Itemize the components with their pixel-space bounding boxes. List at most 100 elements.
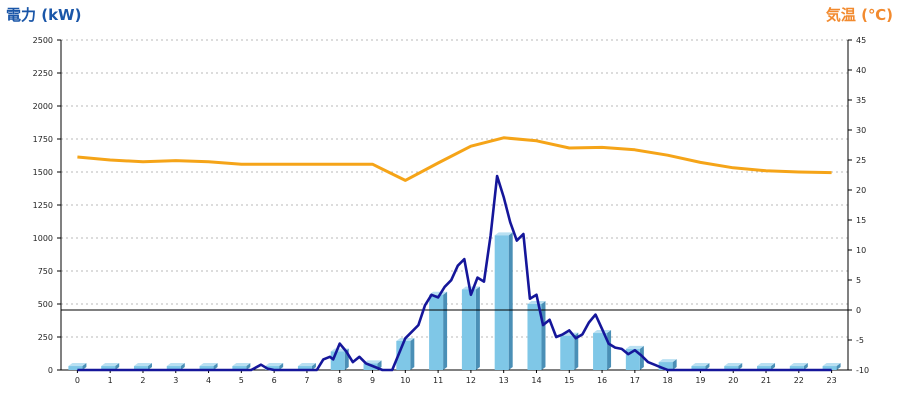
bar-top	[724, 363, 743, 367]
bar-top	[658, 359, 677, 363]
x-tick-label: 22	[794, 376, 804, 385]
bar-top	[789, 363, 808, 367]
bar	[593, 333, 608, 370]
x-tick-label: 15	[564, 376, 574, 385]
x-tick-label: 13	[499, 376, 509, 385]
y-tick-label-right: -5	[856, 336, 864, 345]
y-tick-label-left: 750	[38, 267, 53, 276]
bar	[461, 289, 476, 370]
y-tick-label-left: 1500	[33, 168, 53, 177]
y-tick-label-right: 15	[856, 216, 866, 225]
y-tick-label-right: 30	[856, 126, 866, 135]
x-tick-label: 5	[239, 376, 244, 385]
bar	[789, 366, 804, 370]
bar	[68, 366, 83, 370]
bar-side	[574, 332, 579, 370]
bar-side	[639, 345, 644, 370]
bar-side	[279, 363, 284, 370]
bar-side	[475, 286, 480, 370]
bar-top	[101, 363, 120, 367]
x-tick-label: 6	[272, 376, 277, 385]
bar-side	[410, 337, 415, 370]
bar	[691, 366, 706, 370]
bar	[429, 294, 444, 370]
x-tick-label: 10	[400, 376, 410, 385]
x-tick-label: 23	[827, 376, 837, 385]
bar-top	[625, 345, 644, 349]
y-tick-label-left: 2250	[33, 69, 53, 78]
bar	[560, 335, 575, 370]
y-tick-label-left: 250	[38, 333, 53, 342]
y-tick-label-left: 2500	[33, 36, 53, 45]
y-tick-label-left: 1250	[33, 201, 53, 210]
x-tick-label: 11	[433, 376, 443, 385]
bar	[822, 366, 837, 370]
bar	[232, 366, 247, 370]
bar-top	[527, 301, 546, 304]
bar-side	[115, 363, 120, 370]
y-tick-label-right: 0	[856, 306, 861, 315]
bar-side	[803, 363, 808, 370]
bar-top	[232, 363, 251, 367]
bar-side	[508, 232, 513, 370]
x-tick-label: 14	[531, 376, 541, 385]
bar-side	[246, 363, 251, 370]
bar-side	[147, 363, 152, 370]
x-tick-label: 12	[466, 376, 476, 385]
x-tick-label: 18	[663, 376, 673, 385]
bar-top	[297, 363, 316, 367]
y-tick-label-left: 2000	[33, 102, 53, 111]
x-tick-label: 19	[695, 376, 705, 385]
bar-top	[133, 363, 152, 367]
x-tick-label: 4	[206, 376, 211, 385]
bar-top	[68, 363, 87, 367]
bar-side	[705, 363, 710, 370]
bar	[101, 366, 116, 370]
x-tick-label: 8	[337, 376, 342, 385]
bar	[166, 366, 181, 370]
power-line	[77, 174, 832, 372]
bar	[494, 235, 509, 370]
y-tick-label-left: 1000	[33, 234, 53, 243]
bar-side	[443, 291, 448, 370]
bar-top	[363, 360, 382, 364]
bar-side	[213, 363, 218, 370]
bar	[297, 366, 312, 370]
x-tick-label: 0	[75, 376, 80, 385]
bar-top	[494, 232, 513, 236]
bar-side	[311, 363, 316, 370]
bar-top	[757, 363, 776, 367]
bar-side	[180, 363, 185, 370]
bar	[199, 366, 214, 370]
bar-top	[166, 363, 185, 367]
y-tick-label-right: 40	[856, 66, 866, 75]
y-tick-label-right: 45	[856, 36, 866, 45]
x-tick-label: 7	[304, 376, 309, 385]
y-tick-label-right: -10	[856, 366, 869, 375]
bar	[724, 366, 739, 370]
bar-side	[836, 363, 841, 370]
x-tick-label: 17	[630, 376, 640, 385]
x-tick-label: 16	[597, 376, 607, 385]
x-tick-label: 9	[370, 376, 375, 385]
bar	[133, 366, 148, 370]
y-axis-title-right: 気温 (℃)	[826, 6, 893, 24]
y-tick-label-right: 10	[856, 246, 866, 255]
temperature-line	[77, 136, 832, 182]
y-tick-label-left: 1750	[33, 135, 53, 144]
x-tick-label: 1	[108, 376, 113, 385]
y-tick-label-right: 5	[856, 276, 861, 285]
x-tick-label: 20	[728, 376, 738, 385]
bar	[757, 366, 772, 370]
bar-side	[738, 363, 743, 370]
bar-side	[607, 330, 612, 370]
bar	[265, 366, 280, 370]
bar	[658, 362, 673, 370]
y-tick-label-right: 20	[856, 186, 866, 195]
x-tick-label: 3	[173, 376, 178, 385]
bar-side	[771, 363, 776, 370]
bar-top	[199, 363, 218, 367]
bar	[363, 363, 378, 370]
